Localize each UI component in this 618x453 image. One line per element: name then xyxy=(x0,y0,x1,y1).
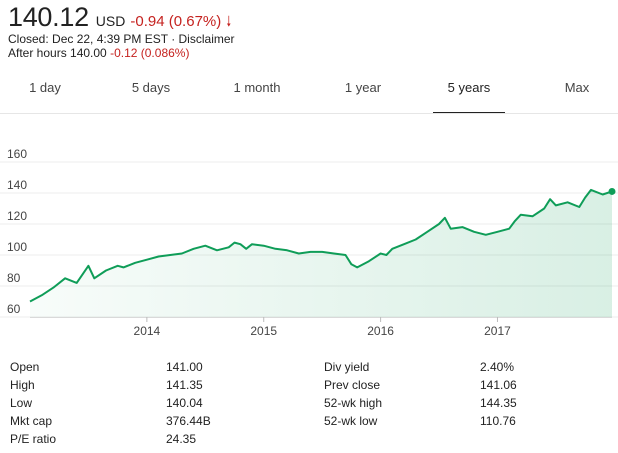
x-axis-ticks: 2014 2015 2016 2017 xyxy=(134,317,511,338)
stat-label: P/E ratio xyxy=(10,432,57,446)
tab-5-years[interactable]: 5 years xyxy=(433,72,505,114)
stat-value: 140.04 xyxy=(166,396,203,410)
y-tick-label: 100 xyxy=(7,240,27,254)
closed-status: Closed: Dec 22, 4:39 PM EST · Disclaimer xyxy=(8,32,235,46)
after-hours-label: After hours 140.00 xyxy=(8,46,107,60)
stat-label: 52-wk low xyxy=(324,414,378,428)
stat-label: Low xyxy=(10,396,33,410)
x-tick-label: 2017 xyxy=(484,324,511,338)
stat-value: 110.76 xyxy=(480,414,516,428)
price-line xyxy=(29,188,613,303)
stat-open: Open 141.00 xyxy=(10,360,290,376)
x-tick-label: 2014 xyxy=(134,324,161,338)
stat-value: 2.40% xyxy=(480,360,515,374)
y-tick-label: 140 xyxy=(7,178,27,192)
currency-label: USD xyxy=(95,13,126,29)
tab-1-year[interactable]: 1 year xyxy=(344,80,382,95)
stat-label: 52-wk high xyxy=(324,396,383,410)
stat-52wk-low: 52-wk low 110.76 xyxy=(324,414,604,430)
tab-1-month[interactable]: 1 month xyxy=(233,80,281,95)
price-chart[interactable]: 60 80 100 120 140 160 2014 2015 2016 2017 xyxy=(0,140,618,346)
y-tick-label: 80 xyxy=(7,271,21,285)
stat-label: Mkt cap xyxy=(10,414,53,428)
stat-value: 144.35 xyxy=(480,396,517,410)
stat-prev-close: Prev close 141.06 xyxy=(324,378,604,394)
stat-value: 141.35 xyxy=(166,378,203,392)
stock-price: 140.12 xyxy=(8,2,89,32)
x-tick-label: 2016 xyxy=(367,324,394,338)
stat-label: Div yield xyxy=(324,360,370,374)
stat-label: High xyxy=(10,378,35,392)
stat-value: 24.35 xyxy=(166,432,197,446)
y-tick-label: 60 xyxy=(7,302,21,316)
x-tick-label: 2015 xyxy=(250,324,277,338)
quote-header: 140.12 USD -0.94 (0.67%) 🠓 xyxy=(8,2,231,34)
y-tick-label: 120 xyxy=(7,209,27,223)
stat-label: Prev close xyxy=(324,378,381,392)
price-change: -0.94 (0.67%) xyxy=(130,13,222,30)
price-area xyxy=(30,189,612,317)
stat-pe-ratio: P/E ratio 24.35 xyxy=(10,432,290,448)
after-hours: After hours 140.00 -0.12 (0.086%) xyxy=(8,46,189,60)
current-price-marker xyxy=(608,187,616,195)
tab-5-days[interactable]: 5 days xyxy=(131,80,171,95)
stat-mkt-cap: Mkt cap 376.44B xyxy=(10,414,290,430)
stat-low: Low 140.04 xyxy=(10,396,290,412)
tab-max[interactable]: Max xyxy=(564,80,590,95)
stat-value: 141.00 xyxy=(166,360,203,374)
stat-52wk-high: 52-wk high 144.35 xyxy=(324,396,604,412)
stat-value: 376.44B xyxy=(166,414,211,428)
tab-1-day[interactable]: 1 day xyxy=(29,80,61,95)
stat-value: 141.06 xyxy=(480,378,517,392)
down-arrow-icon: 🠓 xyxy=(226,13,232,29)
stat-high: High 141.35 xyxy=(10,378,290,394)
y-tick-label: 160 xyxy=(7,147,27,161)
stat-label: Open xyxy=(10,360,40,374)
after-hours-change: -0.12 (0.086%) xyxy=(110,46,190,60)
range-tabs: 1 day 5 days 1 month 1 year 5 years Max xyxy=(0,72,618,114)
stat-div-yield: Div yield 2.40% xyxy=(324,360,604,376)
tabs-divider xyxy=(0,113,618,114)
y-axis-ticks: 60 80 100 120 140 160 xyxy=(7,147,27,316)
